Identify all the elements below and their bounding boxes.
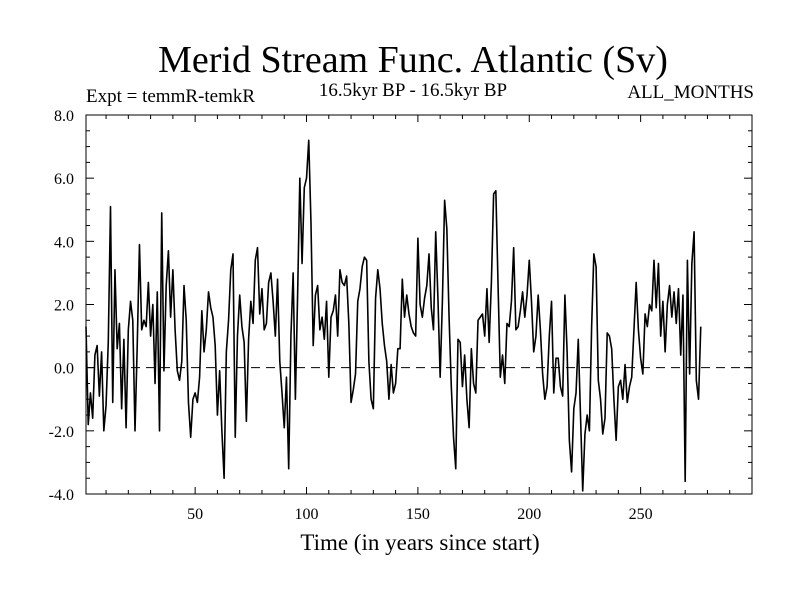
y-tick-label: -4.0 bbox=[49, 487, 74, 504]
y-tick-label: -2.0 bbox=[49, 424, 74, 441]
x-tick-label: 100 bbox=[295, 506, 319, 523]
y-tick-label: 8.0 bbox=[54, 108, 74, 125]
chart-title: Merid Stream Func. Atlantic (Sv) bbox=[158, 39, 668, 81]
x-axis-label: Time (in years since start) bbox=[300, 530, 540, 555]
y-tick-label: 6.0 bbox=[54, 171, 74, 188]
y-tick-label: 4.0 bbox=[54, 234, 74, 251]
x-tick-label: 150 bbox=[406, 506, 430, 523]
y-tick-label: 2.0 bbox=[54, 298, 74, 315]
experiment-label: Expt = temmR-temkR bbox=[86, 86, 256, 107]
period-label: 16.5kyr BP - 16.5kyr BP bbox=[318, 80, 508, 101]
x-tick-label: 250 bbox=[629, 506, 653, 523]
series-line-0 bbox=[85, 139, 702, 492]
y-tick-label: 0.0 bbox=[54, 361, 74, 378]
y-axis: -4.0 -2.0 0.0 2.0 4.0 6.0 8.0 bbox=[49, 108, 752, 504]
x-tick-label: 200 bbox=[517, 506, 541, 523]
x-axis: 50 100 150 200 250 bbox=[105, 115, 731, 523]
series-layer bbox=[85, 139, 702, 492]
x-tick-label: 50 bbox=[187, 506, 203, 523]
months-label: ALL_MONTHS bbox=[627, 82, 754, 103]
